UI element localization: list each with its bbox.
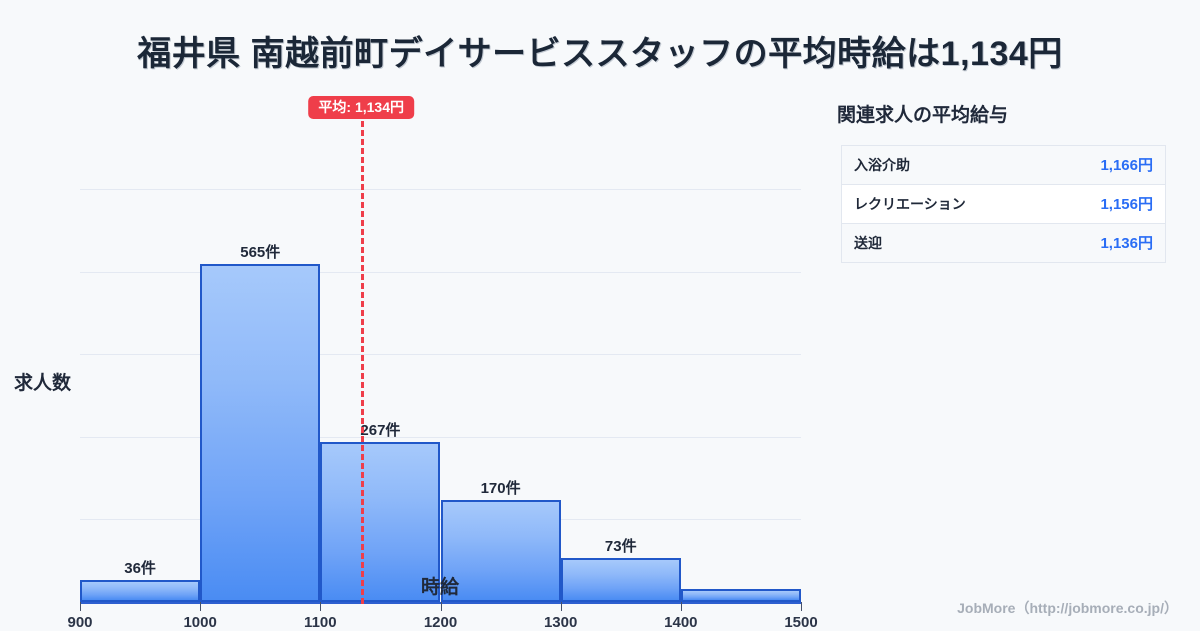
y-axis-title: 求人数 — [14, 373, 72, 394]
x-tick-mark — [200, 602, 202, 611]
x-tick-label: 1100 — [304, 614, 337, 631]
table-row: レクリエーション 1,156円 — [841, 184, 1167, 224]
plot-area — [80, 99, 801, 521]
average-badge: 平均: 1,134円 — [308, 96, 414, 119]
x-tick-mark — [320, 602, 322, 611]
histogram-bar — [440, 500, 561, 602]
salary-category-cell: レクリエーション — [841, 184, 1049, 224]
table-row: 入浴介助 1,166円 — [841, 145, 1167, 185]
gridline — [80, 271, 801, 273]
x-tick-mark — [680, 602, 682, 611]
salary-value-cell: 1,166円 — [1048, 145, 1167, 185]
histogram-chart: 求人数 36件 565件 267件 170件 73件 900 1000 1100 1200 13… — [0, 90, 830, 631]
related-salary-panel: 関連求人の平均給与 入浴介助 1,166円 レクリエーション 1,156円 送迎 1,13… — [837, 100, 1175, 263]
x-tick-label: 1200 — [423, 614, 458, 631]
related-salary-table: 入浴介助 1,166円 レクリエーション 1,156円 送迎 1,136円 — [841, 145, 1167, 263]
gridline — [80, 354, 801, 356]
related-salary-title: 関連求人の平均給与 — [837, 105, 1009, 126]
average-line — [361, 121, 365, 604]
table-row: 送迎 1,136円 — [841, 223, 1167, 263]
bar-value-label: 267件 — [360, 422, 401, 440]
histogram-bar — [560, 558, 681, 602]
x-tick-label: 1300 — [543, 614, 578, 631]
gridline — [80, 436, 801, 438]
gridline — [80, 189, 801, 190]
histogram-bar — [80, 580, 201, 602]
x-tick-mark — [80, 602, 81, 611]
salary-category-cell: 入浴介助 — [841, 145, 1049, 185]
histogram-bar — [680, 588, 801, 602]
bar-value-label: 565件 — [240, 243, 281, 261]
salary-category-cell: 送迎 — [841, 223, 1049, 263]
x-tick-label: 900 — [67, 614, 93, 631]
x-tick-label: 1400 — [664, 614, 698, 631]
histogram-bar — [320, 442, 441, 602]
x-tick-label: 1000 — [183, 614, 217, 631]
x-axis-title: 時給 — [420, 577, 459, 598]
x-tick-mark — [801, 602, 802, 611]
bar-value-label: 73件 — [604, 538, 637, 556]
page-title: 福井県 南越前町デイサービススタッフの平均時給は1,134円 — [137, 35, 1063, 73]
salary-value-cell: 1,136円 — [1048, 223, 1167, 263]
histogram-bar — [200, 263, 321, 602]
x-tick-mark — [560, 602, 562, 611]
x-tick-mark — [440, 602, 442, 611]
footer-credit: JobMore（http://jobmore.co.jp/） — [957, 600, 1178, 616]
bar-value-label: 170件 — [480, 480, 521, 498]
salary-value-cell: 1,156円 — [1048, 184, 1167, 224]
x-tick-label: 1500 — [784, 614, 818, 631]
bar-value-label: 36件 — [124, 560, 156, 578]
